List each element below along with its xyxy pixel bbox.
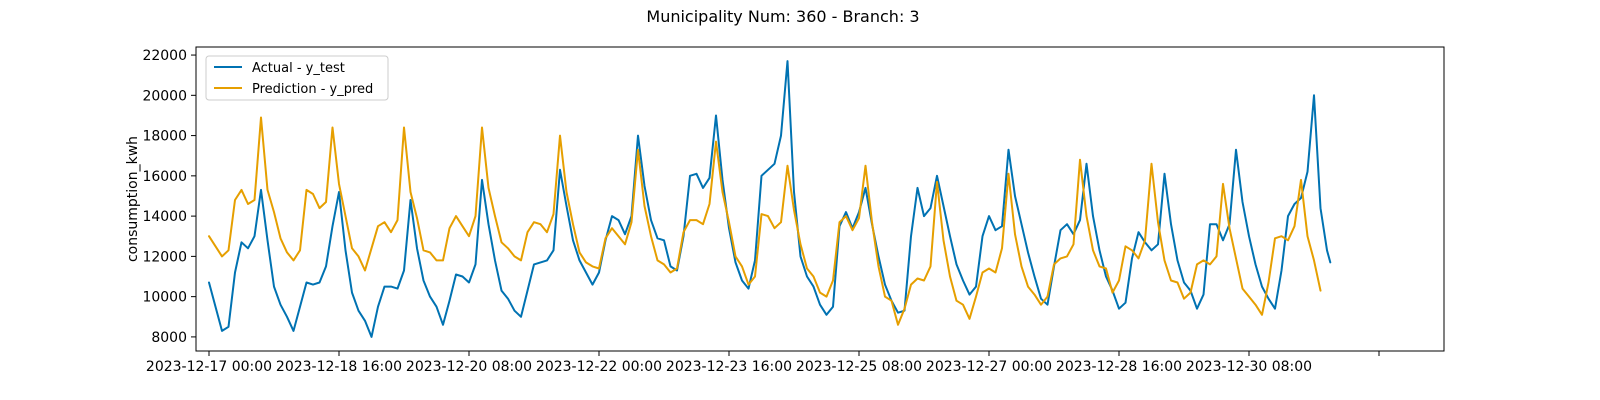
series-line-prediction bbox=[208, 116, 1322, 326]
legend-label-prediction: Prediction - y_pred bbox=[252, 82, 373, 97]
x-tick-label: 2023-12-23 16:00 bbox=[666, 359, 792, 375]
x-tick-label: 2023-12-28 16:00 bbox=[1056, 359, 1182, 375]
y-tick-label: 12000 bbox=[142, 249, 187, 265]
x-tick-label: 2023-12-17 00:00 bbox=[146, 359, 272, 375]
series-layer bbox=[208, 60, 1332, 338]
series-line-actual bbox=[208, 60, 1332, 338]
x-tick-label: 2023-12-25 08:00 bbox=[796, 359, 922, 375]
plot-area bbox=[196, 47, 1444, 351]
legend-box bbox=[205, 55, 389, 101]
y-tick-label: 14000 bbox=[142, 209, 187, 225]
x-tick-label: 2023-12-22 00:00 bbox=[536, 359, 662, 375]
y-tick-label: 22000 bbox=[142, 48, 187, 64]
legend: Actual - y_test Prediction - y_pred bbox=[205, 55, 389, 101]
y-tick-label: 10000 bbox=[142, 290, 187, 306]
plot-frame bbox=[195, 46, 1445, 352]
legend-label-actual: Actual - y_test bbox=[252, 61, 345, 76]
x-tick-label: 2023-12-20 08:00 bbox=[406, 359, 532, 375]
x-axis-ticks: 2023-12-17 00:00 2023-12-18 16:00 2023-12-… bbox=[146, 351, 1380, 375]
x-tick-label: 2023-12-18 16:00 bbox=[276, 359, 402, 375]
y-tick-label: 16000 bbox=[142, 169, 187, 185]
y-tick-label: 18000 bbox=[142, 129, 187, 145]
y-axis-ticks: 8000 10000 12000 14000 16000 18000 20000 22000 bbox=[142, 48, 196, 346]
y-axis-label: consumption_kwh bbox=[125, 136, 141, 262]
chart-title: Municipality Num: 360 - Branch: 3 bbox=[646, 7, 919, 26]
y-tick-label: 8000 bbox=[151, 330, 187, 346]
x-tick-label: 2023-12-27 00:00 bbox=[926, 359, 1052, 375]
y-tick-label: 20000 bbox=[142, 88, 187, 104]
x-tick-label: 2023-12-30 08:00 bbox=[1186, 359, 1312, 375]
